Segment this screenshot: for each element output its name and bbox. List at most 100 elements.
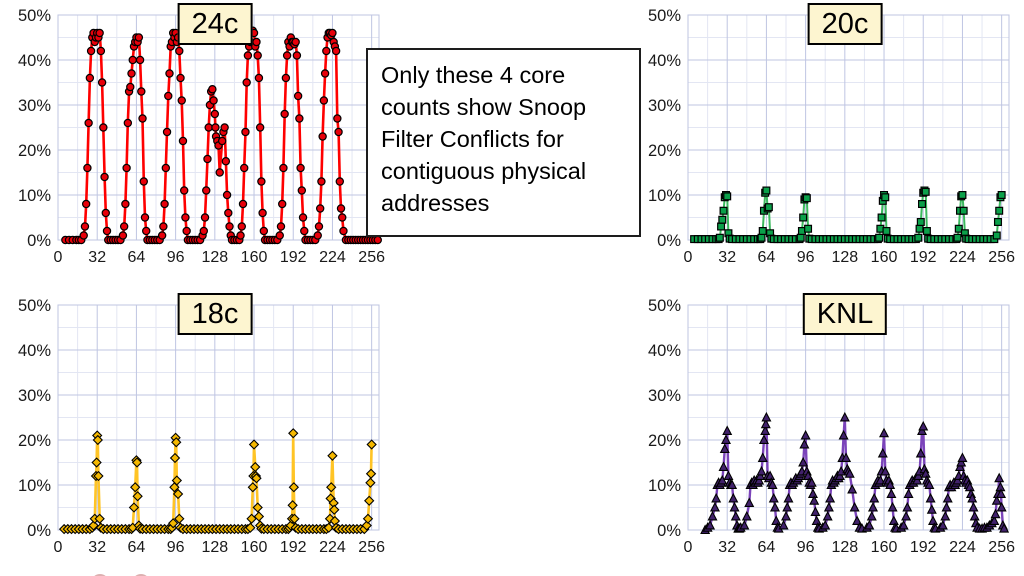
data-point-marker bbox=[844, 468, 855, 478]
data-point-marker bbox=[296, 163, 305, 173]
x-axis-tick-label: 224 bbox=[319, 539, 346, 556]
x-axis-tick-label: 160 bbox=[241, 539, 268, 556]
data-point-marker bbox=[866, 510, 877, 521]
data-point-marker bbox=[102, 226, 112, 236]
data-point-marker bbox=[717, 474, 728, 485]
data-point-marker bbox=[717, 222, 726, 231]
data-point-marker bbox=[322, 46, 331, 56]
data-point-marker bbox=[852, 515, 863, 525]
data-point-marker bbox=[994, 472, 1005, 483]
data-point-marker bbox=[847, 483, 858, 494]
cropped-circle-decor bbox=[94, 574, 147, 576]
data-point-marker bbox=[99, 123, 108, 132]
data-point-marker bbox=[323, 522, 334, 533]
data-point-marker bbox=[123, 118, 133, 128]
x-axis-tick-label: 192 bbox=[280, 249, 307, 266]
data-point-marker bbox=[869, 492, 880, 503]
data-point-marker bbox=[292, 51, 302, 60]
data-point-marker bbox=[719, 443, 730, 453]
data-point-marker bbox=[175, 46, 184, 56]
data-point-marker bbox=[203, 154, 212, 164]
data-point-marker bbox=[84, 118, 93, 128]
data-point-marker bbox=[119, 222, 129, 231]
data-point-marker bbox=[807, 488, 818, 498]
y-axis-tick-label: 0% bbox=[657, 232, 681, 250]
data-point-marker bbox=[318, 132, 327, 141]
data-point-marker bbox=[762, 186, 771, 195]
data-point-marker bbox=[864, 519, 875, 530]
x-axis-tick-label: 160 bbox=[871, 249, 898, 266]
chart-panel-18c: 0% 10% 20% 30% 40% 50% 0 32 64 96 128 160 192 224 256 … bbox=[0, 290, 394, 576]
data-point-marker bbox=[211, 123, 220, 132]
data-point-marker bbox=[825, 492, 836, 503]
x-axis-tick-label: 0 bbox=[54, 249, 63, 266]
data-point-marker bbox=[245, 522, 256, 533]
data-point-marker bbox=[918, 200, 927, 209]
data-point-marker bbox=[220, 123, 229, 132]
data-point-marker bbox=[298, 213, 308, 222]
data-point-marker bbox=[953, 233, 962, 242]
data-point-marker bbox=[719, 206, 728, 215]
x-axis-tick-label: 224 bbox=[319, 249, 346, 266]
data-point-marker bbox=[199, 226, 208, 236]
data-point-marker bbox=[996, 501, 1007, 512]
data-point-marker bbox=[917, 425, 928, 435]
data-point-marker bbox=[922, 227, 931, 236]
data-point-marker bbox=[167, 518, 179, 529]
x-axis-tick-label: 224 bbox=[949, 249, 976, 266]
data-point-marker bbox=[867, 501, 879, 512]
data-point-marker bbox=[937, 519, 948, 530]
x-axis-tick-label: 192 bbox=[910, 539, 937, 556]
data-point-marker bbox=[132, 491, 143, 502]
data-point-marker bbox=[879, 427, 890, 438]
x-axis-tick-label: 32 bbox=[88, 539, 106, 556]
data-point-marker bbox=[204, 123, 213, 132]
data-point-marker bbox=[258, 208, 267, 218]
y-axis-tick-label: 50% bbox=[18, 7, 51, 25]
data-point-marker bbox=[834, 470, 845, 480]
y-axis-tick-label: 50% bbox=[648, 297, 681, 315]
x-axis-tick-label: 32 bbox=[718, 249, 736, 266]
data-point-marker bbox=[761, 411, 772, 422]
data-point-marker bbox=[278, 199, 287, 209]
x-axis-tick-label: 256 bbox=[358, 539, 385, 556]
data-point-marker bbox=[881, 193, 890, 202]
data-point-marker bbox=[992, 231, 1001, 240]
data-point-marker bbox=[758, 434, 769, 444]
x-axis-tick-label: 256 bbox=[358, 249, 385, 266]
data-point-marker bbox=[796, 233, 805, 242]
data-point-marker bbox=[995, 206, 1004, 215]
data-point-marker bbox=[242, 78, 251, 87]
data-point-marker bbox=[329, 504, 340, 515]
data-point-marker bbox=[176, 73, 185, 83]
chart-panel-24c: 0% 10% 20% 30% 40% 50% 0 32 64 96 128 160 192 224 256 … bbox=[0, 0, 394, 286]
x-axis-tick-label: 96 bbox=[797, 249, 815, 266]
data-point-marker bbox=[252, 502, 263, 513]
data-point-marker bbox=[281, 73, 291, 83]
data-point-marker bbox=[293, 91, 303, 101]
data-point-marker bbox=[159, 222, 168, 231]
x-axis-tick-label: 256 bbox=[988, 249, 1015, 266]
data-point-marker bbox=[333, 114, 342, 123]
data-point-marker bbox=[849, 501, 860, 512]
data-point-marker bbox=[756, 465, 767, 476]
data-point-marker bbox=[997, 191, 1006, 200]
data-point-marker bbox=[259, 226, 269, 236]
data-point-marker bbox=[178, 136, 188, 146]
x-axis-tick-label: 128 bbox=[831, 539, 858, 556]
y-axis-tick-label: 20% bbox=[648, 142, 681, 160]
data-point-marker bbox=[940, 510, 951, 521]
data-point-marker bbox=[799, 213, 808, 222]
data-point-marker bbox=[885, 479, 896, 489]
data-point-marker bbox=[839, 411, 850, 422]
data-point-marker bbox=[131, 457, 143, 468]
data-point-marker bbox=[723, 192, 732, 201]
data-point-marker bbox=[171, 437, 182, 448]
data-point-marker bbox=[96, 46, 106, 56]
data-point-marker bbox=[314, 222, 324, 231]
data-point-marker bbox=[215, 168, 224, 177]
data-point-marker bbox=[928, 515, 939, 525]
data-point-marker bbox=[769, 501, 780, 512]
data-point-marker bbox=[707, 510, 718, 521]
